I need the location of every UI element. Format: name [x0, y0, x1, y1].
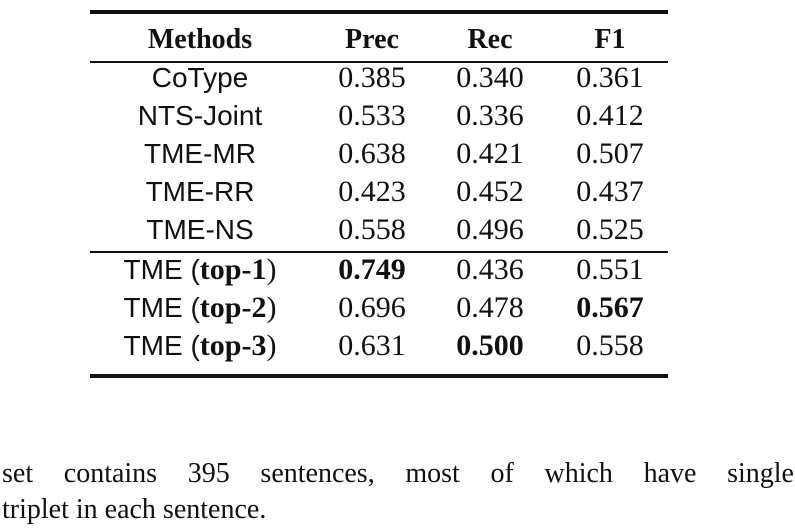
value-cell: 0.749	[338, 253, 406, 286]
method-name: TME (	[123, 254, 200, 285]
value-cell: 0.478	[456, 291, 524, 324]
value-cell: 0.436	[456, 253, 524, 286]
method-end: )	[266, 253, 277, 286]
method-cell: NTS-Joint	[138, 99, 262, 133]
method-cell: TME-RR	[146, 175, 255, 209]
header-rule	[90, 61, 668, 63]
value-cell: 0.412	[576, 99, 644, 132]
method-name: TME (	[123, 292, 200, 323]
value-cell: 0.496	[456, 213, 524, 246]
method-cell: TME (top-3)	[124, 329, 277, 363]
method-variant: top-3	[199, 329, 267, 362]
value-cell: 0.525	[576, 213, 644, 246]
value-cell: 0.638	[338, 137, 406, 170]
value-cell: 0.421	[456, 137, 524, 170]
method-name: TME-MR	[144, 138, 256, 169]
method-name: TME (	[123, 330, 200, 361]
value-cell: 0.631	[338, 329, 406, 362]
method-cell: CoType	[152, 61, 249, 95]
value-cell: 0.696	[338, 291, 406, 324]
header-cell: Prec	[345, 24, 399, 55]
paragraph-line: triplet in each sentence.	[2, 494, 267, 525]
method-cell: TME (top-2)	[124, 291, 277, 325]
method-name: NTS-Joint	[137, 100, 263, 131]
top-rule	[90, 10, 668, 14]
value-cell: 0.385	[338, 61, 406, 94]
method-name: CoType	[151, 62, 249, 93]
value-cell: 0.558	[338, 213, 406, 246]
value-cell: 0.558	[576, 329, 644, 362]
value-cell: 0.452	[456, 175, 524, 208]
value-cell: 0.500	[456, 329, 524, 362]
value-cell: 0.340	[456, 61, 524, 94]
header-cell: F1	[594, 24, 626, 55]
method-name: TME-NS	[146, 214, 254, 245]
paragraph-line: set contains 395 sentences, most of whic…	[2, 458, 794, 489]
bottom-rule	[90, 374, 668, 378]
value-cell: 0.567	[576, 291, 644, 324]
value-cell: 0.336	[456, 99, 524, 132]
header-cell: Rec	[467, 24, 513, 55]
value-cell: 0.423	[338, 175, 406, 208]
method-variant: top-1	[199, 253, 267, 286]
method-cell: TME (top-1)	[124, 253, 277, 287]
group-rule	[90, 251, 668, 253]
method-cell: TME-MR	[144, 137, 256, 171]
header-cell: Methods	[147, 24, 253, 55]
method-end: )	[266, 291, 277, 324]
method-end: )	[266, 329, 277, 362]
value-cell: 0.533	[338, 99, 406, 132]
method-cell: TME-NS	[146, 213, 253, 247]
value-cell: 0.437	[576, 175, 644, 208]
method-name: TME-RR	[145, 176, 255, 207]
value-cell: 0.361	[576, 61, 644, 94]
value-cell: 0.507	[576, 137, 644, 170]
value-cell: 0.551	[576, 253, 644, 286]
method-variant: top-2	[199, 291, 267, 324]
